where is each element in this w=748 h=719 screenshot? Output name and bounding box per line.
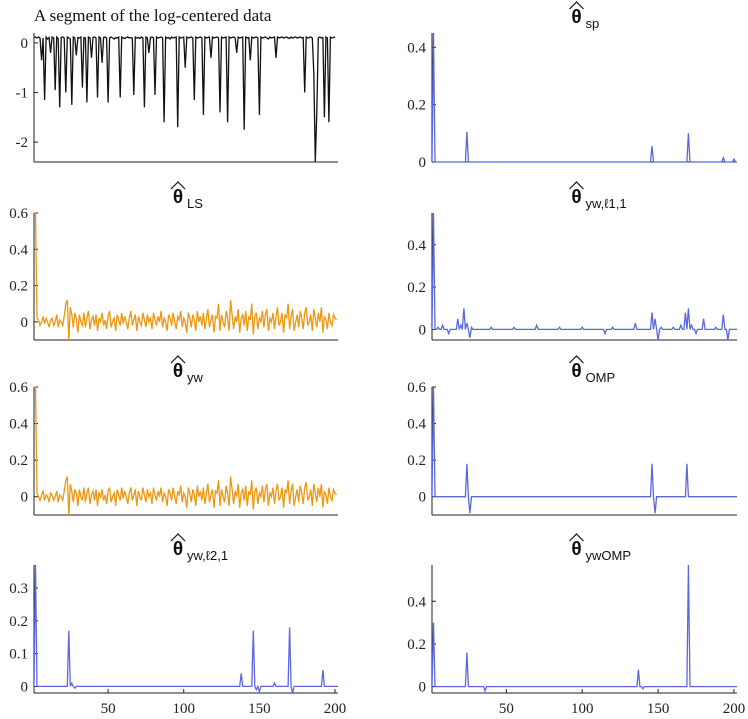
- y-tick-label: 0.2: [9, 453, 28, 469]
- y-tick-label: 0: [21, 679, 29, 695]
- y-tick-label: 0.2: [407, 637, 426, 653]
- y-tick-label: 0.4: [407, 417, 426, 433]
- y-tick-label: 0.2: [9, 279, 28, 295]
- chart-title: θ: [571, 7, 581, 28]
- hat-accent: [170, 355, 186, 364]
- chart-title-subscript: yw: [187, 370, 204, 385]
- panel-ls: 0 0.2 0.4 0.6 θ LS: [9, 181, 338, 341]
- y-tick-label: 0.2: [9, 614, 28, 630]
- chart-title: θ: [173, 187, 183, 208]
- panel-yw_l21: 0 0.1 0.2 0.3 50 100 150 200 θ yw,ℓ2,1: [9, 533, 347, 717]
- hat-accent: [569, 181, 584, 190]
- chart-title: θ: [173, 361, 183, 382]
- hat-accent: [170, 181, 186, 190]
- chart-title: θ: [571, 361, 581, 382]
- series-line: [34, 564, 338, 694]
- series-line: [432, 32, 737, 163]
- chart-title-subscript: sp: [586, 16, 600, 31]
- y-tick-label: -2: [16, 135, 29, 151]
- y-tick-label: 0: [419, 680, 427, 696]
- y-tick-label: 0.6: [9, 206, 28, 222]
- panel-yw_l11: 0 0.2 0.4 θ yw,ℓ1,1: [407, 181, 737, 341]
- chart-title-subscript: OMP: [586, 370, 616, 385]
- y-tick-label: 0.4: [9, 242, 28, 258]
- x-tick-label: 50: [499, 701, 514, 717]
- y-tick-label: 0.6: [407, 380, 426, 396]
- y-tick-label: 0.6: [9, 380, 28, 396]
- panel-ywomp: 0 0.2 0.4 50 100 150 200 θ ywOMP: [407, 533, 746, 717]
- chart-title-subscript: ywOMP: [586, 548, 632, 563]
- series-line: [34, 35, 336, 163]
- panel-data: 0 -1 -2 A segment of the log-centered data: [16, 6, 338, 163]
- x-tick-label: 50: [101, 701, 116, 717]
- series-line: [432, 386, 737, 514]
- y-tick-label: 0.4: [9, 417, 28, 433]
- panel-omp: 0 0.2 0.4 0.6 θ OMP: [407, 355, 737, 516]
- x-tick-label: 100: [172, 701, 195, 717]
- y-tick-label: 0.2: [407, 280, 426, 296]
- y-tick-label: 0.4: [407, 40, 426, 56]
- y-tick-label: 0: [419, 490, 427, 506]
- chart-title-subscript: LS: [187, 196, 203, 211]
- hat-accent: [569, 1, 584, 10]
- y-tick-label: 0: [21, 490, 29, 506]
- y-tick-label: -1: [16, 86, 29, 102]
- hat-accent: [569, 355, 584, 364]
- y-tick-label: 0.1: [9, 647, 28, 663]
- panel-yw: 0 0.2 0.4 0.6 θ yw: [9, 355, 338, 516]
- chart-title: θ: [571, 187, 581, 208]
- y-tick-label: 0: [419, 155, 427, 171]
- y-tick-label: 0: [21, 36, 29, 52]
- chart-title-subscript: yw,ℓ1,1: [586, 196, 627, 211]
- panel-sp: 0 0.2 0.4 θ sp: [407, 1, 737, 171]
- y-tick-label: 0: [419, 322, 427, 338]
- series-line: [34, 386, 337, 516]
- series-line: [432, 564, 737, 693]
- y-tick-label: 0.3: [9, 581, 28, 597]
- series-line: [34, 212, 337, 341]
- series-line: [432, 212, 737, 341]
- hat-accent: [569, 533, 584, 542]
- y-tick-label: 0.4: [407, 594, 426, 610]
- hat-accent: [170, 533, 186, 542]
- x-tick-label: 150: [647, 701, 670, 717]
- y-tick-label: 0.2: [407, 98, 426, 114]
- chart-title: θ: [571, 539, 581, 560]
- x-tick-label: 100: [571, 701, 594, 717]
- x-tick-label: 200: [723, 701, 746, 717]
- x-tick-label: 200: [324, 701, 347, 717]
- chart-title: θ: [173, 539, 183, 560]
- y-tick-label: 0.2: [407, 453, 426, 469]
- y-tick-label: 0.4: [407, 238, 426, 254]
- chart-title: A segment of the log-centered data: [34, 6, 272, 25]
- x-tick-label: 150: [248, 701, 271, 717]
- y-tick-label: 0: [21, 315, 29, 331]
- chart-title-subscript: yw,ℓ2,1: [187, 548, 228, 563]
